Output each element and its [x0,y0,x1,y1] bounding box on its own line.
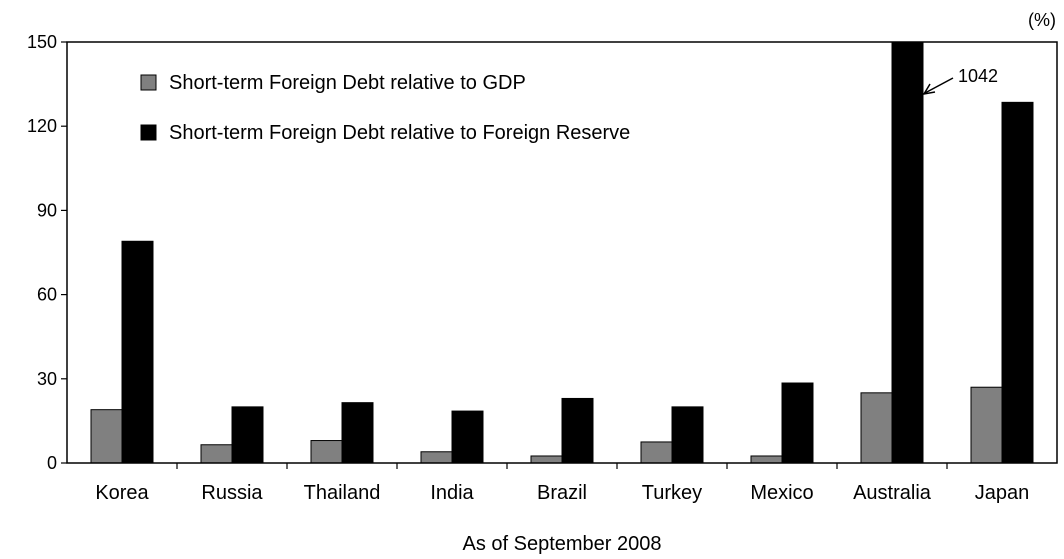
bar-japan-series-1 [970,386,1003,464]
legend-swatch-series-1 [140,74,157,91]
x-tick-label-mexico: Mexico [750,482,813,504]
legend: Short-term Foreign Debt relative to GDP S… [140,72,630,144]
bar-japan-series-2 [1001,101,1034,464]
x-tick-label-japan: Japan [975,482,1030,504]
x-tick-label-thailand: Thailand [304,482,381,504]
bar-brazil-series-1 [530,455,563,464]
bar-mexico-series-2 [781,382,814,464]
x-tick-label-australia: Australia [853,482,932,504]
bar-mexico-series-1 [750,455,783,464]
legend-label-series-1: Short-term Foreign Debt relative to GDP [169,72,526,94]
y-tick-label-90: 90 [37,200,57,220]
x-tick-label-korea: Korea [95,482,149,504]
bar-korea-series-2 [121,240,154,464]
y-tick-label-0: 0 [47,453,57,473]
bar-thailand-series-1 [310,440,343,464]
bar-thailand-series-2 [341,402,374,464]
plot-area-frame [66,41,1058,464]
bar-india-series-2 [451,410,484,464]
x-tick-label-turkey: Turkey [642,482,702,504]
bar-korea-series-1 [90,409,123,464]
y-axis: 0 30 60 90 120 150 [27,32,67,473]
bar-india-series-1 [420,451,453,464]
x-axis: Korea Russia Thailand India Brazil Turkey Mexi… [95,463,1029,504]
x-tick-label-russia: Russia [201,482,263,504]
bar-russia-series-2 [231,406,264,464]
x-tick-label-india: India [430,482,474,504]
y-tick-label-120: 120 [27,116,57,136]
legend-label-series-2: Short-term Foreign Debt relative to Fore… [169,122,630,144]
bar-australia-series-1 [860,392,893,464]
bar-turkey-series-2 [671,406,704,464]
bar-russia-series-1 [200,444,233,464]
annotation-arrow-head [922,83,936,96]
bars [90,41,1034,464]
bar-brazil-series-2 [561,397,594,464]
unit-label: (%) [1028,10,1056,30]
annotation-arrow-line [924,77,954,94]
annotations: 1042 [922,66,998,96]
annotation-label: 1042 [958,66,998,86]
legend-swatch-series-2 [140,124,157,141]
bar-turkey-series-1 [640,441,673,464]
bar-australia-series-2 [891,41,924,464]
y-tick-label-150: 150 [27,32,57,52]
y-tick-label-30: 30 [37,369,57,389]
y-tick-label-60: 60 [37,285,57,305]
x-axis-title: As of September 2008 [462,533,661,555]
x-tick-label-brazil: Brazil [537,482,587,504]
